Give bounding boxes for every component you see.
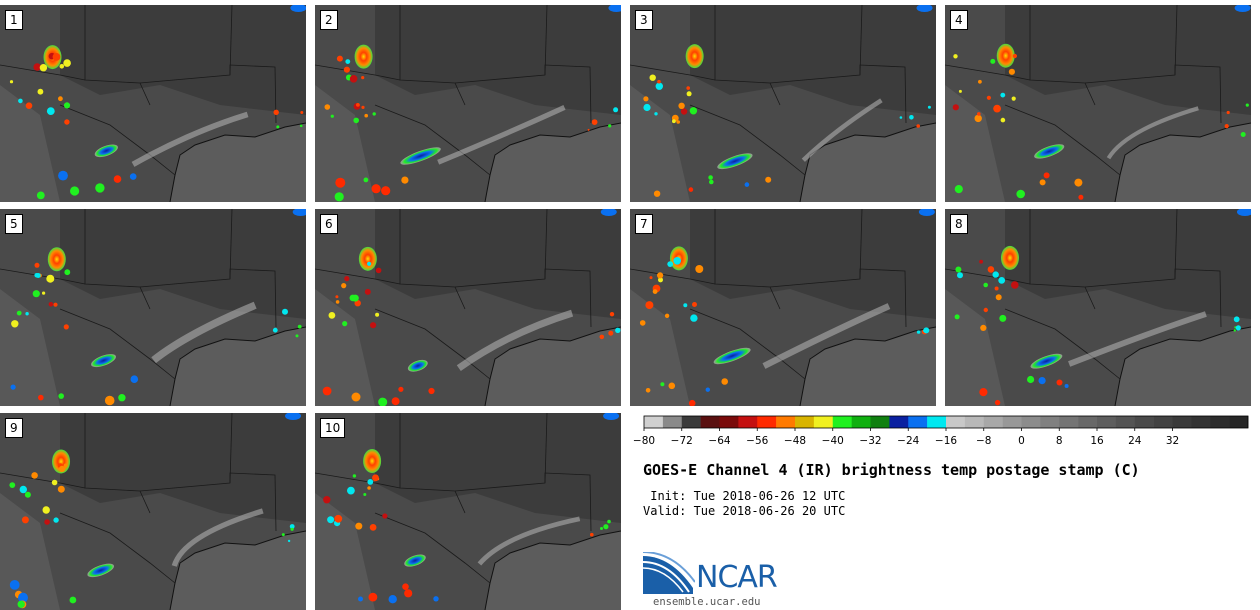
ensemble-panel: 10 xyxy=(315,413,621,610)
colorbar-tick-label: −8 xyxy=(976,435,991,447)
ir-brightness-map xyxy=(315,5,621,202)
colorbar-swatch xyxy=(795,416,815,428)
ensemble-panel: 1 xyxy=(0,5,306,202)
ensemble-panel: 4 xyxy=(945,5,1251,202)
colorbar-swatch xyxy=(662,416,683,428)
colorbar-swatch xyxy=(851,416,871,428)
ensemble-panel: 7 xyxy=(630,209,936,406)
colorbar-swatch xyxy=(1097,416,1117,428)
panel-label: 5 xyxy=(5,214,23,234)
gulf-water xyxy=(170,327,306,406)
colorbar-swatch xyxy=(1115,416,1136,428)
colorbar-swatch xyxy=(1040,416,1060,428)
colorbar-tick-label: −56 xyxy=(746,435,768,447)
colorbar-swatch xyxy=(813,416,834,428)
colorbar-swatch xyxy=(908,416,928,428)
figure-title: GOES-E Channel 4 (IR) brightness temp po… xyxy=(643,461,1140,479)
gulf-water xyxy=(1115,327,1251,406)
colorbar-swatch xyxy=(832,416,852,428)
ensemble-panel: 8 xyxy=(945,209,1251,406)
panel-label: 4 xyxy=(950,10,968,30)
ncar-logo: NCAR ensemble.ucar.edu xyxy=(642,551,803,610)
colorbar-swatch xyxy=(644,416,664,428)
colorbar-swatch xyxy=(1059,416,1079,428)
panel-label: 10 xyxy=(320,418,346,438)
colorbar-swatch xyxy=(889,416,909,428)
ensemble-panel: 6 xyxy=(315,209,621,406)
colorbar-tick-label: −32 xyxy=(859,435,881,447)
colorbar-tick-label: −16 xyxy=(935,435,957,447)
logo-text: NCAR xyxy=(696,560,778,595)
ensemble-panel: 9 xyxy=(0,413,306,610)
colorbar-swatch xyxy=(1153,416,1173,428)
colorbar-swatch xyxy=(719,416,739,428)
colorbar-swatch xyxy=(757,416,777,428)
ir-brightness-map xyxy=(315,209,621,406)
colorbar-tick-label: −40 xyxy=(822,435,844,447)
colorbar-swatch xyxy=(964,416,985,428)
colorbar-swatch xyxy=(946,416,966,428)
colorbar-tick-label: 16 xyxy=(1090,435,1104,447)
colorbar-swatch xyxy=(776,416,796,428)
gulf-water xyxy=(485,327,621,406)
valid-time: Valid: Tue 2018-06-26 20 UTC xyxy=(643,504,846,518)
ncar-swoosh-icon xyxy=(642,551,696,594)
colorbar: −80 −72 −64 −56 −48 −40 −32 −24 −16 −8 0 8 16 24 32 xyxy=(633,415,1249,449)
ir-brightness-map xyxy=(630,5,936,202)
colorbar-swatch xyxy=(1191,416,1211,428)
colorbar-swatch xyxy=(927,416,947,428)
gulf-water xyxy=(170,123,306,202)
panel-label: 9 xyxy=(5,418,23,438)
colorbar-tick-label: 0 xyxy=(1018,435,1025,447)
colorbar-tick-label: 24 xyxy=(1128,435,1142,447)
init-time: Init: Tue 2018-06-26 12 UTC xyxy=(643,489,846,503)
colorbar-swatch xyxy=(1078,416,1098,428)
time-info: Init: Tue 2018-06-26 12 UTC Valid: Tue 20… xyxy=(643,489,845,519)
ir-brightness-map xyxy=(945,209,1251,406)
colorbar-swatch xyxy=(1172,416,1192,428)
colorbar-swatch xyxy=(983,416,1003,428)
panel-label: 1 xyxy=(5,10,23,30)
gulf-water xyxy=(800,123,936,202)
gulf-water xyxy=(485,531,621,610)
ir-brightness-map xyxy=(315,413,621,610)
panel-label: 2 xyxy=(320,10,338,30)
colorbar-swatch xyxy=(1229,416,1249,428)
colorbar-tick-label: −64 xyxy=(708,435,730,447)
panel-label: 7 xyxy=(635,214,653,234)
colorbar-svg: −80 −72 −64 −56 −48 −40 −32 −24 −16 −8 0 8 16 24 32 xyxy=(633,415,1249,447)
colorbar-swatch xyxy=(681,416,701,428)
ensemble-panel: 5 xyxy=(0,209,306,406)
colorbar-tick-label: 8 xyxy=(1056,435,1063,447)
panel-label: 3 xyxy=(635,10,653,30)
ensemble-panel: 3 xyxy=(630,5,936,202)
colorbar-tick-label: −72 xyxy=(671,435,693,447)
ir-brightness-map xyxy=(0,413,306,610)
colorbar-tick-label: −48 xyxy=(784,435,806,447)
colorbar-tick-label: 32 xyxy=(1166,435,1179,447)
ir-brightness-map xyxy=(0,209,306,406)
gulf-water xyxy=(800,327,936,406)
colorbar-tick-label: −80 xyxy=(633,435,655,447)
ir-brightness-map xyxy=(630,209,936,406)
colorbar-swatch xyxy=(1134,416,1154,428)
panel-label: 8 xyxy=(950,214,968,234)
colorbar-swatch xyxy=(1021,416,1041,428)
colorbar-swatch xyxy=(1002,416,1022,428)
colorbar-swatch xyxy=(1210,416,1230,428)
ensemble-panel: 2 xyxy=(315,5,621,202)
colorbar-tick-label: −24 xyxy=(897,435,919,447)
panel-label: 6 xyxy=(320,214,338,234)
colorbar-swatch xyxy=(738,416,758,428)
logo-url: ensemble.ucar.edu xyxy=(653,596,761,608)
gulf-water xyxy=(170,531,306,610)
colorbar-swatch xyxy=(700,416,720,428)
gulf-water xyxy=(485,123,621,202)
colorbar-swatch xyxy=(870,416,890,428)
ir-brightness-map xyxy=(945,5,1251,202)
ir-brightness-map xyxy=(0,5,306,202)
gulf-water xyxy=(1115,123,1251,202)
